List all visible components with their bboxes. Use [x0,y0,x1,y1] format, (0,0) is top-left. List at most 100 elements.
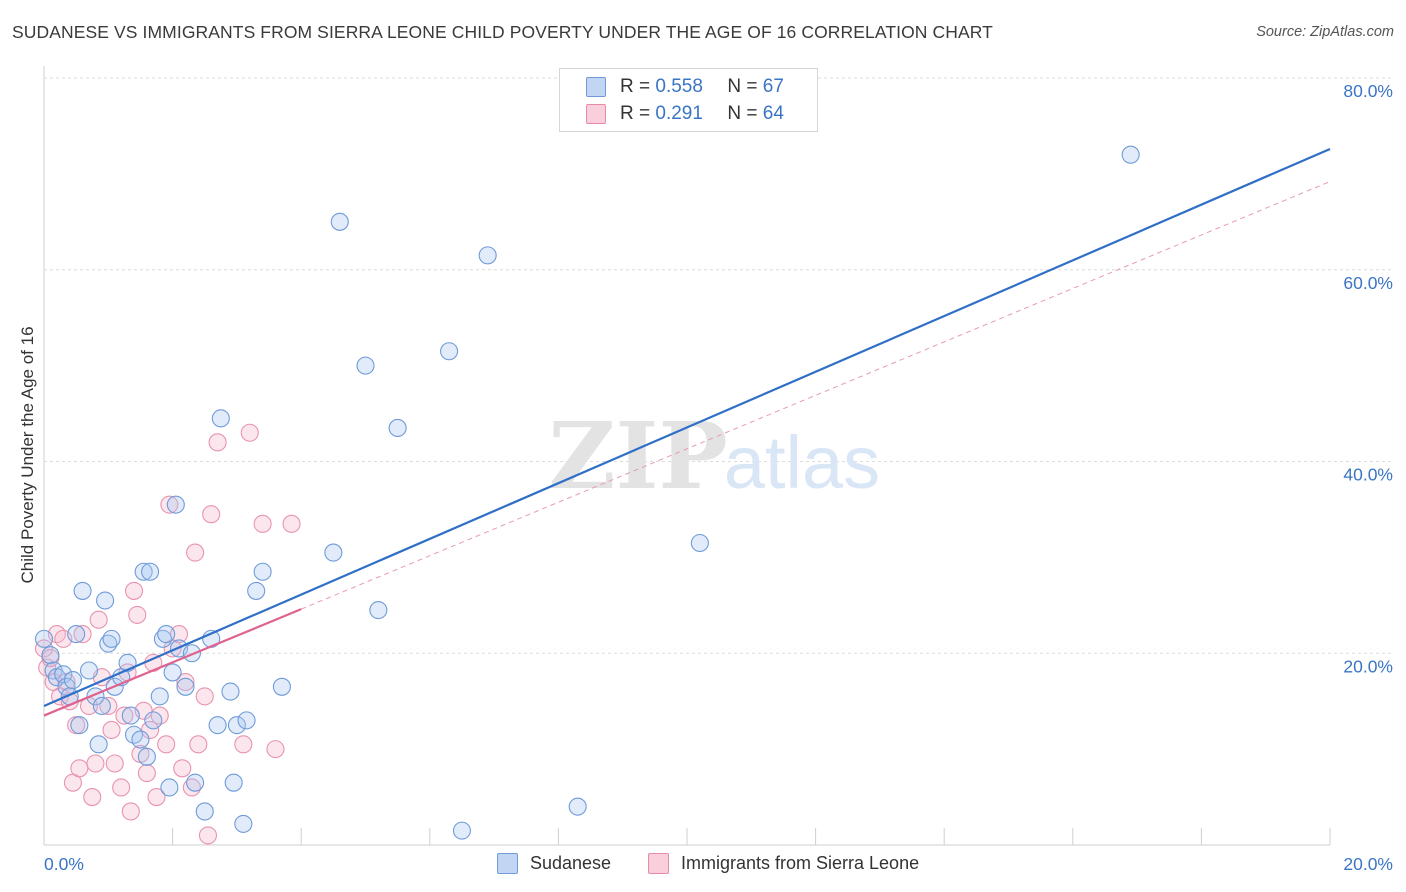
sudanese-point [234,814,253,833]
sudanese-point [121,706,140,725]
y-tick-label: 60.0% [1343,273,1393,293]
sierra-leone-point [157,735,176,754]
sudanese-point [253,562,272,581]
tick-labels: 20.0% 40.0% 60.0% 80.0% 0.0% 20.0% [44,81,1393,874]
bottom-legend-sierra-leone: Immigrants from Sierra Leone [648,851,919,875]
sierra-leone-point [282,514,301,533]
sudanese-point [272,677,291,696]
gridlines [44,77,1392,654]
sierra-leone-point [89,610,108,629]
sudanese-point [186,773,205,792]
sudanese-point [144,711,163,730]
sierra-leone-points [34,423,301,845]
sierra-leone-point [234,735,253,754]
sierra-leone-point [121,802,140,821]
legend-r-value: 0.558 [655,76,703,97]
sudanese-point [208,716,227,735]
sudanese-point [157,625,176,644]
sudanese-point [89,735,108,754]
sierra-leone-point [176,672,195,692]
sierra-leone-point [182,778,201,797]
sudanese-point [137,747,156,766]
legend-r-label: R = [620,76,651,97]
sudanese-point [141,562,160,581]
sierra-leone-point [208,433,227,452]
sierra-leone-point [99,696,118,716]
sierra-leone-point [186,543,205,562]
sudanese-point [92,696,111,716]
legend-swatch-sierra-leone [586,104,606,124]
watermark-atlas: atlas [724,421,880,504]
sierra-leone-trend-extension [301,181,1331,610]
sierra-leone-point [124,581,144,600]
sierra-leone-point [160,495,179,514]
sudanese-point [150,687,169,706]
sudanese-point [160,778,179,797]
sudanese-point [166,495,185,514]
legend-n-value: 64 [762,103,784,124]
sudanese-point [195,802,214,821]
sierra-leone-point [266,740,285,759]
sierra-leone-point [73,625,92,644]
chart-title: SUDANESE VS IMMIGRANTS FROM SIERRA LEONE… [12,22,993,42]
trend-lines [43,147,1331,717]
sudanese-point [63,671,82,690]
y-tick-label: 20.0% [1343,656,1393,676]
sierra-leone-point [115,706,134,725]
source-label: Source: ZipAtlas.com [1256,24,1394,40]
sierra-leone-point [147,788,166,807]
sudanese-points [34,145,1140,840]
sudanese-point [163,663,182,682]
legend-swatch-sudanese [586,77,606,97]
bottom-legend-swatch-sierra-leone [648,852,669,874]
sierra-leone-point [202,505,221,524]
sierra-leone-point [102,720,121,740]
sudanese-point [690,533,709,553]
correlation-legend: R = 0.558 N = 67 R = 0.291 N = 64 [559,68,818,132]
sudanese-point [247,581,266,600]
sudanese-point [369,601,388,620]
sudanese-point [34,629,54,648]
sierra-leone-point [137,764,156,783]
sierra-leone-point [240,423,259,442]
sierra-leone-point [112,778,131,797]
sudanese-point [388,418,407,437]
sudanese-point [67,625,86,644]
legend-row-sierra-leone: R = 0.291 N = 64 [586,101,784,127]
sudanese-point [478,246,497,265]
sudanese-point [79,661,99,680]
sudanese-point [96,591,115,610]
sudanese-point [134,562,153,581]
sierra-leone-point [173,759,192,778]
sudanese-point [452,821,472,840]
sudanese-point [73,581,92,600]
bottom-legend-label: Sudanese [530,852,612,873]
watermark-zip: ZIP [548,402,727,510]
legend-n-value: 67 [762,76,784,97]
sudanese-point [153,629,173,648]
legend-r-label: R = [620,103,651,124]
sudanese-point [131,730,150,749]
bottom-legend-sudanese: Sudanese [497,851,611,875]
watermark: ZIP atlas [548,402,880,510]
sierra-leone-point [198,826,218,845]
sudanese-point [224,773,243,792]
bottom-legend-swatch-sudanese [497,852,518,874]
y-tick-label: 40.0% [1343,465,1393,485]
sierra-leone-trend-line [43,608,302,717]
legend-r-value: 0.291 [655,103,703,124]
legend-row-sudanese: R = 0.558 N = 67 [586,74,784,100]
sudanese-point [1121,145,1140,164]
sierra-leone-point [195,687,214,706]
sudanese-point [227,716,246,735]
sudanese-point [330,212,349,231]
sierra-leone-point [34,639,54,658]
sierra-leone-point [86,754,105,773]
sierra-leone-point [83,788,102,807]
sudanese-point [568,797,587,816]
sudanese-point [41,646,60,665]
legend-n-label: N = [727,76,758,97]
x-tick-label: 20.0% [1343,854,1393,874]
bottom-legend-label: Immigrants from Sierra Leone [681,852,920,873]
